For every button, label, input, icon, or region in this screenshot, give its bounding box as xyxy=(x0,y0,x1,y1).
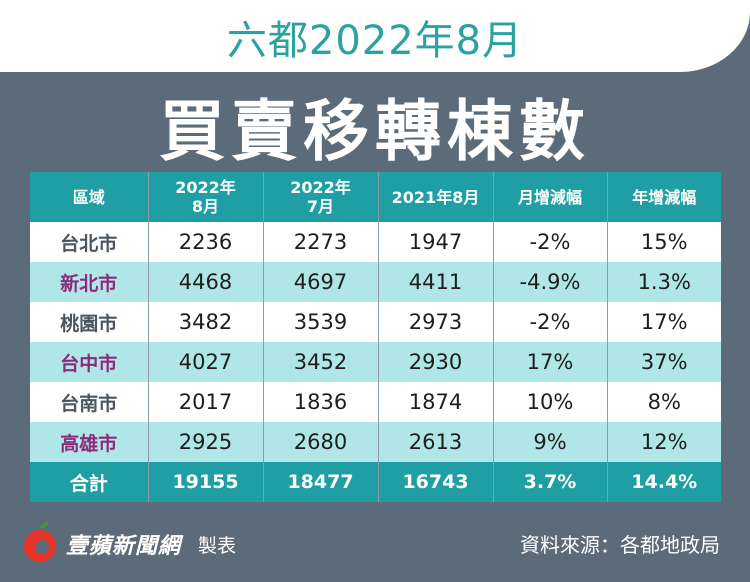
region-cell: 台南市 xyxy=(30,382,149,422)
region-cell: 桃園市 xyxy=(30,302,149,342)
value-cell: 2973 xyxy=(378,302,494,342)
value-cell: 3539 xyxy=(263,302,379,342)
value-cell: 2236 xyxy=(148,222,264,262)
value-cell: 4697 xyxy=(263,262,379,302)
value-cell: 4411 xyxy=(378,262,494,302)
header-white-panel xyxy=(0,0,750,72)
col-header-jul-2022: 2022年 7月 xyxy=(263,172,379,222)
region-cell: 高雄市 xyxy=(30,422,149,462)
value-cell: 4468 xyxy=(148,262,264,302)
col-header-mom: 月增減幅 xyxy=(493,172,608,222)
value-cell: 9% xyxy=(493,422,608,462)
page-title: 買賣移轉棟數 xyxy=(159,93,591,170)
table-header-row: 區域 2022年 8月 2022年 7月 2021年8月 月增減幅 年增減幅 xyxy=(30,172,721,222)
total-cell: 16743 xyxy=(378,462,494,502)
page-subtitle: 六都2022年8月 xyxy=(226,18,524,64)
col-header-jul-2022-label: 2022年 7月 xyxy=(290,178,351,216)
table-row: 台南市 2017 1836 1874 10% 8% xyxy=(30,382,721,422)
value-cell: -2% xyxy=(493,302,608,342)
value-cell: 17% xyxy=(640,310,688,334)
region-cell: 台北市 xyxy=(30,222,149,262)
value-cell: 2930 xyxy=(378,342,494,382)
total-cell: 18477 xyxy=(263,462,379,502)
apple-logo-icon xyxy=(20,520,60,564)
value-cell: -4.9% xyxy=(493,262,608,302)
col-header-aug-2022: 2022年 8月 xyxy=(148,172,264,222)
value-cell: 2925 xyxy=(148,422,264,462)
region-cell: 新北市 xyxy=(30,262,149,302)
table-row: 台北市 2236 2273 1947 -2% 15% xyxy=(30,222,721,262)
total-cell: 3.7% xyxy=(493,462,608,502)
value-cell: 3452 xyxy=(263,342,379,382)
value-cell: 1874 xyxy=(378,382,494,422)
logo-text: 壹蘋新聞網 xyxy=(66,534,182,559)
total-cell: 14.4% xyxy=(631,471,698,493)
value-cell: 4027 xyxy=(148,342,264,382)
value-cell: 2613 xyxy=(378,422,494,462)
table-row: 新北市 4468 4697 4411 -4.9% 1.3% xyxy=(30,262,721,302)
footer: 壹蘋新聞網 製表 資料來源：各都地政局 xyxy=(0,506,750,582)
value-cell: 1947 xyxy=(378,222,494,262)
source-note: 資料來源：各都地政局 xyxy=(520,533,720,557)
table-row: 台中市 4027 3452 2930 17% 37% xyxy=(30,342,721,382)
total-cell: 19155 xyxy=(148,462,264,502)
transfer-table: 區域 2022年 8月 2022年 7月 2021年8月 月增減幅 年增減幅 台… xyxy=(30,172,721,502)
logo-suffix: 製表 xyxy=(198,535,237,557)
col-header-region: 區域 xyxy=(30,172,149,222)
value-cell: 3482 xyxy=(148,302,264,342)
value-cell: 17% xyxy=(493,342,608,382)
total-label: 合計 xyxy=(30,462,149,502)
col-header-aug-2021: 2021年8月 xyxy=(378,172,494,222)
value-cell: 2273 xyxy=(263,222,379,262)
table-row: 桃園市 3482 3539 2973 -2% 17% xyxy=(30,302,721,342)
total-row: 合計 19155 18477 16743 3.7% 14.4% xyxy=(30,462,721,502)
table-row: 高雄市 2925 2680 2613 9% 12% xyxy=(30,422,721,462)
value-cell: 2017 xyxy=(148,382,264,422)
value-cell: 1.3% xyxy=(637,270,691,294)
col-header-yoy: 年增減幅 xyxy=(632,187,697,207)
value-cell: 10% xyxy=(493,382,608,422)
value-cell: 1836 xyxy=(263,382,379,422)
title-band xyxy=(0,72,750,168)
value-cell: 37% xyxy=(640,350,688,374)
value-cell: 12% xyxy=(640,430,688,454)
value-cell: 15% xyxy=(640,230,688,254)
region-cell: 台中市 xyxy=(30,342,149,382)
value-cell: 8% xyxy=(647,390,681,414)
value-cell: 2680 xyxy=(263,422,379,462)
col-header-aug-2022-label: 2022年 8月 xyxy=(175,178,236,216)
value-cell: -2% xyxy=(493,222,608,262)
